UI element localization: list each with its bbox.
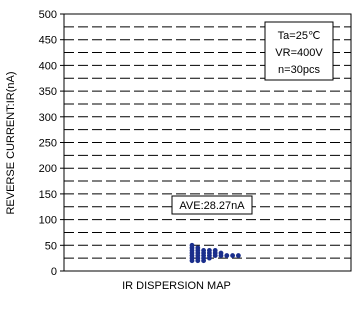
condition-count: n=30pcs xyxy=(278,64,320,76)
chart-caption: IR DISPERSION MAP xyxy=(122,280,231,292)
y-tick-label: 50 xyxy=(45,240,57,252)
average-box: AVE:28.27nA xyxy=(171,195,253,215)
condition-temp: Ta=25℃ xyxy=(278,30,321,42)
data-point xyxy=(189,258,195,264)
data-point xyxy=(230,253,236,258)
y-tick-label: 400 xyxy=(39,60,57,72)
y-tick-label: 150 xyxy=(39,189,57,201)
y-axis-label: REVERSE CURRENT:IR(nA) xyxy=(5,71,17,214)
condition-box: Ta=25℃ VR=400V n=30pcs xyxy=(264,21,334,81)
average-label: AVE:28.27nA xyxy=(179,200,245,212)
y-tick-label: 450 xyxy=(39,35,57,47)
y-axis-ticks: 0 50 100 150 200 250 300 350 400 450 500 xyxy=(39,9,64,278)
data-point xyxy=(201,258,207,264)
data-point xyxy=(224,253,230,258)
data-point xyxy=(207,255,212,261)
data-point xyxy=(212,253,218,258)
data-point xyxy=(195,258,201,264)
y-tick-label: 200 xyxy=(39,163,57,175)
y-tick-label: 100 xyxy=(39,215,57,227)
condition-voltage: VR=400V xyxy=(275,47,323,59)
y-tick-label: 300 xyxy=(39,112,57,124)
data-point xyxy=(218,253,224,258)
y-tick-label: 250 xyxy=(39,138,57,150)
data-point xyxy=(236,253,241,258)
data-points xyxy=(189,242,241,264)
y-tick-label: 350 xyxy=(39,86,57,98)
y-tick-label: 0 xyxy=(51,266,57,278)
y-tick-label: 500 xyxy=(39,9,57,21)
